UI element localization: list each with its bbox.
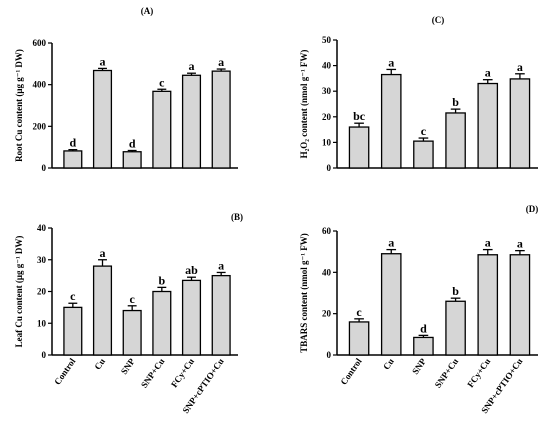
y-tick-label: 40 — [322, 267, 332, 277]
bar — [92, 265, 113, 356]
bar — [413, 140, 434, 169]
y-tick-label: 10 — [37, 318, 47, 328]
bar — [477, 254, 499, 356]
x-tick-label: FCy+Cu — [465, 356, 492, 389]
y-tick-label: 10 — [322, 137, 332, 147]
bar — [122, 309, 142, 356]
significance-letter: c — [130, 292, 136, 306]
x-tick-label: Cu — [381, 356, 396, 371]
bar — [509, 78, 531, 169]
y-axis-label: Leaf Cu content (μg g⁻¹ DW) — [14, 236, 24, 348]
y-axis-label: Root Cu content (μg g⁻¹ DW) — [14, 49, 24, 162]
significance-letter: a — [388, 55, 394, 69]
significance-letter: d — [69, 136, 76, 150]
bar — [63, 150, 83, 169]
significance-letter: a — [100, 54, 106, 68]
panel-label: (B) — [231, 212, 243, 222]
y-tick-label: 0 — [42, 350, 47, 360]
chart-panel-2: (C) 0 10 20 30 40 50 H₂O₂ content (nmol g⁻¹ FW)… — [299, 15, 538, 173]
x-tick-label: SNP — [119, 356, 137, 376]
y-axis-label: H₂O₂ content (nmol g⁻¹ FW) — [299, 50, 309, 159]
significance-letter: b — [452, 95, 459, 109]
bar — [348, 126, 370, 169]
x-tick-label: SNP+Cu — [433, 356, 460, 389]
y-axis-label: TBARS content (nmol g⁻¹ FW) — [299, 233, 309, 352]
significance-letter: c — [421, 124, 427, 138]
y-tick-label: 0 — [327, 350, 332, 360]
y-tick-label: 20 — [37, 287, 47, 297]
significance-letter: d — [129, 137, 136, 151]
panel-label: (A) — [141, 6, 154, 16]
significance-letter: d — [420, 321, 427, 335]
x-tick-label: SNP — [410, 356, 428, 376]
x-tick-label: FCy+Cu — [169, 356, 196, 389]
y-tick-label: 30 — [37, 255, 47, 265]
significance-letter: bc — [353, 109, 366, 123]
panel-label: (D) — [526, 204, 539, 214]
bar — [181, 74, 202, 169]
significance-letter: b — [158, 273, 165, 287]
significance-letter: c — [356, 305, 362, 319]
y-tick-label: 400 — [33, 80, 47, 90]
bar — [348, 321, 370, 356]
bar — [477, 82, 499, 169]
y-tick-label: 20 — [322, 309, 332, 319]
bar — [211, 274, 231, 356]
bar — [211, 70, 231, 169]
bar — [445, 300, 466, 356]
bar — [380, 253, 402, 356]
bar — [509, 254, 531, 356]
significance-letter: b — [452, 284, 459, 298]
x-tick-label: Control — [52, 356, 78, 387]
significance-letter: a — [517, 60, 523, 74]
y-tick-label: 40 — [37, 223, 47, 233]
y-tick-label: 30 — [322, 86, 332, 96]
bar — [122, 151, 142, 169]
y-tick-label: 20 — [322, 112, 332, 122]
significance-letter: c — [70, 289, 76, 303]
bar — [152, 290, 172, 356]
significance-letter: a — [218, 258, 224, 272]
significance-letter: a — [485, 236, 491, 250]
bar — [92, 69, 113, 169]
bar — [445, 112, 466, 169]
bar — [413, 336, 434, 356]
y-tick-label: 40 — [322, 61, 332, 71]
y-tick-label: 0 — [327, 163, 332, 173]
significance-letter: a — [218, 55, 224, 69]
y-tick-label: 50 — [322, 35, 332, 45]
significance-letter: a — [485, 66, 491, 80]
significance-letter: a — [517, 237, 523, 251]
bar — [152, 90, 172, 169]
significance-letter: a — [100, 246, 106, 260]
bar — [181, 279, 202, 356]
panel-label: (C) — [432, 15, 445, 25]
significance-letter: a — [189, 59, 195, 73]
chart-panel-1: (A) 0 200 400 600 Root Cu content (μg g⁻¹ DW)… — [14, 6, 238, 173]
y-tick-label: 200 — [33, 121, 47, 131]
y-tick-label: 0 — [42, 163, 47, 173]
y-tick-label: 600 — [33, 38, 47, 48]
significance-letter: ab — [185, 263, 198, 277]
x-tick-label: Cu — [92, 356, 107, 371]
significance-letter: a — [388, 236, 394, 250]
chart-panel-4: (D) 0 20 40 60 TBARS content (nmol g⁻¹ FW) c Co… — [299, 204, 538, 415]
bar — [63, 306, 83, 356]
chart-panel-3: (B) 0 10 20 30 40 Leaf Cu content (μg g⁻¹ DW) c… — [14, 212, 243, 415]
y-tick-label: 60 — [322, 226, 332, 236]
bar — [380, 73, 402, 169]
significance-letter: c — [159, 75, 165, 89]
x-tick-label: SNP+Cu — [139, 356, 166, 389]
x-tick-label: Control — [338, 356, 364, 387]
